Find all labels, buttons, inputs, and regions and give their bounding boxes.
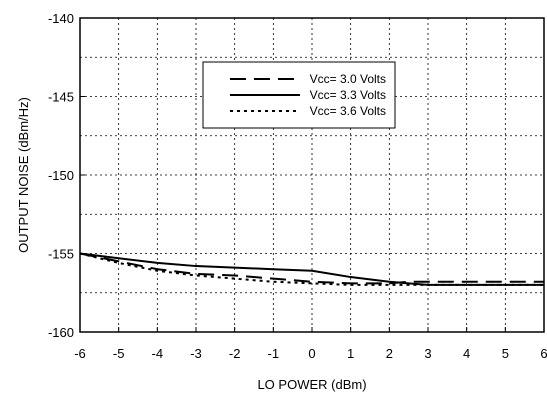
x-tick-label: -6 — [74, 346, 86, 361]
x-tick-label: 6 — [540, 346, 547, 361]
y-tick-label: -150 — [48, 168, 74, 183]
legend: Vcc= 3.0 Volts Vcc= 3.3 Volts Vcc= 3.6 Vol… — [202, 61, 396, 129]
x-tick-label: -4 — [152, 346, 164, 361]
legend-label: Vcc= 3.0 Volts — [310, 72, 386, 86]
series-lines — [79, 252, 544, 286]
x-tick-label: 5 — [502, 346, 509, 361]
series-line-1 — [79, 252, 544, 285]
x-tick-label: -1 — [268, 346, 280, 361]
x-tick-label: -3 — [190, 346, 202, 361]
series-line-2 — [79, 252, 544, 286]
y-tick-label: -155 — [48, 247, 74, 262]
y-tick-labels: -140 -145 -150 -155 -160 — [48, 11, 85, 340]
x-tick-labels: -6 -5 -4 -3 -2 -1 0 1 2 3 4 5 6 — [74, 327, 547, 361]
grid-lines — [80, 18, 544, 332]
x-tick-label: 0 — [308, 346, 315, 361]
y-tick-label: -145 — [48, 90, 74, 105]
x-tick-label: 2 — [386, 346, 393, 361]
series-line-3 — [79, 252, 544, 286]
legend-label: Vcc= 3.3 Volts — [310, 88, 386, 102]
legend-label: Vcc= 3.6 Volts — [310, 104, 386, 118]
x-tick-label: -2 — [229, 346, 241, 361]
x-tick-label: 1 — [347, 346, 354, 361]
x-tick-label: 4 — [463, 346, 470, 361]
x-axis-label: LO POWER (dBm) — [257, 377, 366, 392]
y-tick-label: -160 — [48, 325, 74, 340]
x-tick-label: -5 — [113, 346, 125, 361]
y-tick-label: -140 — [48, 11, 74, 26]
y-axis-label: OUTPUT NOISE (dBm/Hz) — [16, 97, 31, 253]
x-tick-label: 3 — [424, 346, 431, 361]
